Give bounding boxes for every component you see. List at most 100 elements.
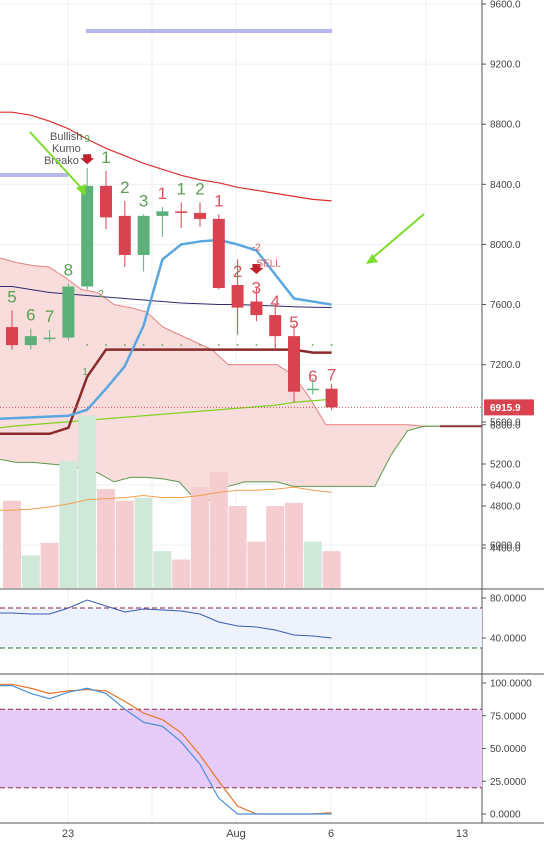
volume-bar [97,489,115,588]
price-tick-label: 8000.0 [490,240,521,251]
volume-bar [21,555,40,588]
volume-bar [78,415,97,588]
td-count-label: 1 [101,148,110,167]
dotted-marker [330,344,333,346]
price-tick-label: 7600.0 [490,300,521,311]
td-count-label: 7 [327,366,336,385]
volume-bar [322,551,341,588]
td-count-label: 2 [120,178,129,197]
volume-bar [247,541,266,588]
candle-body [81,185,94,287]
green-arrow-left [29,131,86,193]
annotation-text: Bullish [50,131,82,143]
time-axis[interactable]: 23 Aug 6 13 [62,828,468,840]
rsi-panel[interactable] [0,599,482,649]
candle-body [100,185,112,218]
sell-arrow-9 [80,154,95,165]
candle-body [137,215,150,255]
td-count-label: 1 [158,184,167,203]
price-tick-label: 6000.0 [490,541,521,552]
volume-tick-label: 4800.0 [490,502,521,513]
price-tick-label: 8400.0 [490,180,521,191]
setup-count-label: 2 [98,289,104,300]
volume-bar [134,497,153,588]
dotted-marker [105,344,107,346]
volume-bar [153,551,172,588]
candle-body [194,212,206,219]
td-count-label: 2 [233,262,242,281]
volume-panel[interactable] [0,415,341,588]
green-arrow-right [369,213,425,261]
td-count-label: 3 [139,191,148,210]
stoch-tick-label: 0.0000 [490,810,521,821]
candle-body [118,215,131,255]
green-arrow-right-head [366,254,378,264]
volume-tick-label: 4400.0 [490,544,521,555]
price-axis[interactable]: 6000.0 6400.0 6800.0 7200.0 7600.0 8000.0 8400… [482,0,534,821]
candle-body [62,286,75,338]
td-count-label: 8 [64,261,73,280]
td-count-label: 4 [270,292,279,311]
rsi-tick-label: 40.0000 [490,634,527,645]
price-tick-label: 9200.0 [490,60,521,71]
candle-body [250,301,263,316]
candle-body [306,388,319,391]
candle-body [269,315,282,337]
dotted-marker [255,344,258,346]
green-arrow-left-head [76,184,86,196]
current-price-tag [484,399,534,416]
td-count-label: 1 [214,191,223,210]
dotted-marker [86,344,89,346]
td-count-label: 6 [308,367,317,386]
rsi-line [0,599,332,639]
candle-body [325,388,338,408]
time-tick-label: 13 [456,828,468,840]
sell-count-label: -2 [252,242,261,253]
td-count-label: 1 [176,179,185,198]
candle-body [212,218,225,289]
dotted-marker [311,344,314,346]
candle-body [175,211,188,213]
stoch-tick-label: 75.0000 [490,711,527,722]
dotted-marker [161,344,164,346]
price-tick-label: 7200.0 [490,360,521,371]
td-count-label: 5 [7,288,16,307]
candle-body [231,285,244,308]
setup-count-label: 1 [82,367,88,378]
price-tick-label: 6400.0 [490,480,521,491]
time-tick-label: 6 [328,828,334,840]
candle-body [6,327,18,346]
volume-tick-label: 5200.0 [490,460,521,471]
time-tick-label: Aug [226,828,246,840]
candle-body [288,336,300,392]
td-count-label: 6 [26,306,35,325]
volume-bar [266,506,285,588]
volume-bar [303,541,322,588]
sell-text-label: SELL [256,258,281,269]
volume-tick-label: 5600.0 [490,418,521,429]
volume-bar [209,472,228,588]
dotted-marker [217,344,220,346]
volume-bar [3,500,21,588]
price-tick-label: 6800.0 [490,420,521,431]
stoch-k-line [0,685,332,815]
candle-body [24,336,37,346]
stochastic-panel[interactable] [0,683,482,815]
volume-bar [115,500,134,588]
volume-bar [285,502,303,588]
td-count-label: 9 [84,134,90,145]
stoch-tick-label: 100.0000 [490,679,532,690]
dotted-marker [236,344,239,346]
candle-body [156,211,169,216]
sell-arrow-2 [249,263,264,274]
volume-bar [191,487,209,588]
current-price-label: 6915.9 [490,403,521,414]
volume-bar [228,506,247,588]
red-moving-average [0,111,332,202]
td-count-label: 5 [289,313,298,332]
td-count-label: 7 [45,307,54,326]
volume-bar [172,559,191,588]
dotted-marker [199,344,201,346]
